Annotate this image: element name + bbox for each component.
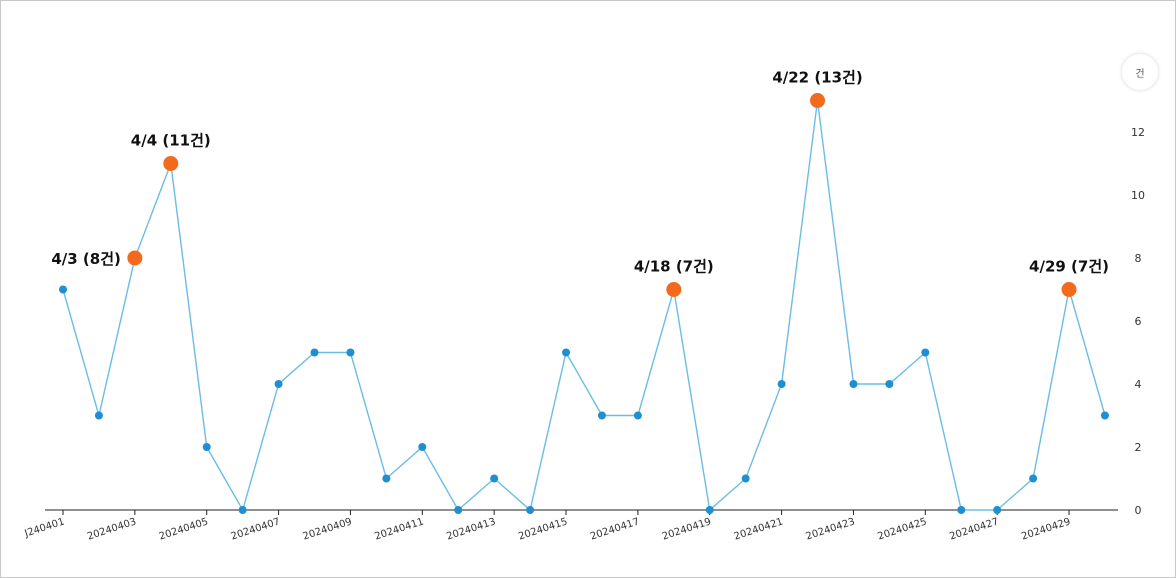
highlight-point <box>1061 282 1077 297</box>
peak-annotation: 4/3 (8건) <box>51 250 121 268</box>
data-point <box>741 474 750 483</box>
unit-label: 건 <box>1135 68 1145 80</box>
data-point <box>849 380 858 388</box>
series-line <box>62 100 1106 512</box>
x-tick-label: 20240425 <box>876 516 928 542</box>
data-point <box>490 474 499 483</box>
y-tick-label: 4 <box>1135 378 1142 391</box>
data-point <box>1029 474 1038 483</box>
x-tick-label: 20240405 <box>158 516 210 542</box>
x-tick-label: 20240413 <box>445 516 497 542</box>
data-point <box>885 380 894 388</box>
x-tick-label: 20240429 <box>1020 516 1072 542</box>
data-point <box>957 506 966 514</box>
x-tick-label: 20240419 <box>661 516 713 542</box>
data-point <box>993 506 1002 514</box>
x-tick-label: 20240415 <box>517 516 569 542</box>
data-point <box>921 348 930 357</box>
data-point <box>705 506 714 514</box>
data-point <box>59 285 67 294</box>
data-point <box>94 411 103 420</box>
y-tick-label: 8 <box>1135 252 1142 265</box>
peak-annotation: 4/4 (11건) <box>131 132 211 150</box>
data-point <box>274 380 283 388</box>
highlight-point <box>127 250 143 266</box>
x-tick-label: 20240407 <box>230 516 282 542</box>
y-tick-label: 2 <box>1135 441 1142 454</box>
x-tick-label: J240401 <box>22 516 65 539</box>
data-point <box>454 506 463 514</box>
x-tick-label: 20240411 <box>373 516 425 542</box>
highlight-point <box>666 282 682 297</box>
data-point <box>562 348 571 357</box>
x-tick-label: 20240421 <box>733 516 785 542</box>
peak-annotation: 4/22 (13건) <box>772 69 862 87</box>
x-tick-label: 20240417 <box>589 516 641 542</box>
y-tick-label: 6 <box>1135 315 1142 328</box>
y-tick-label: 0 <box>1135 504 1142 517</box>
y-tick-label: 10 <box>1131 189 1145 202</box>
data-point <box>310 348 319 357</box>
data-point <box>597 411 606 420</box>
data-point <box>418 443 427 451</box>
highlight-point <box>810 93 826 108</box>
data-point <box>526 506 535 514</box>
data-point <box>777 380 786 388</box>
y-tick-label: 12 <box>1131 126 1145 139</box>
x-tick-label: 20240403 <box>86 516 138 542</box>
x-tick-label: 20240409 <box>302 516 354 542</box>
data-point <box>238 506 247 514</box>
x-tick-label: 20240427 <box>948 516 1000 542</box>
data-point <box>382 474 391 483</box>
data-point <box>346 348 355 357</box>
x-tick-label: 20240423 <box>805 516 857 542</box>
unit-toggle-button[interactable]: 건 <box>1122 54 1158 90</box>
data-point <box>1100 411 1109 420</box>
data-point <box>202 443 211 451</box>
peak-annotation: 4/29 (7건) <box>1029 258 1109 276</box>
highlight-point <box>163 156 179 171</box>
peak-annotation: 4/18 (7건) <box>634 258 714 276</box>
data-point <box>633 411 642 420</box>
